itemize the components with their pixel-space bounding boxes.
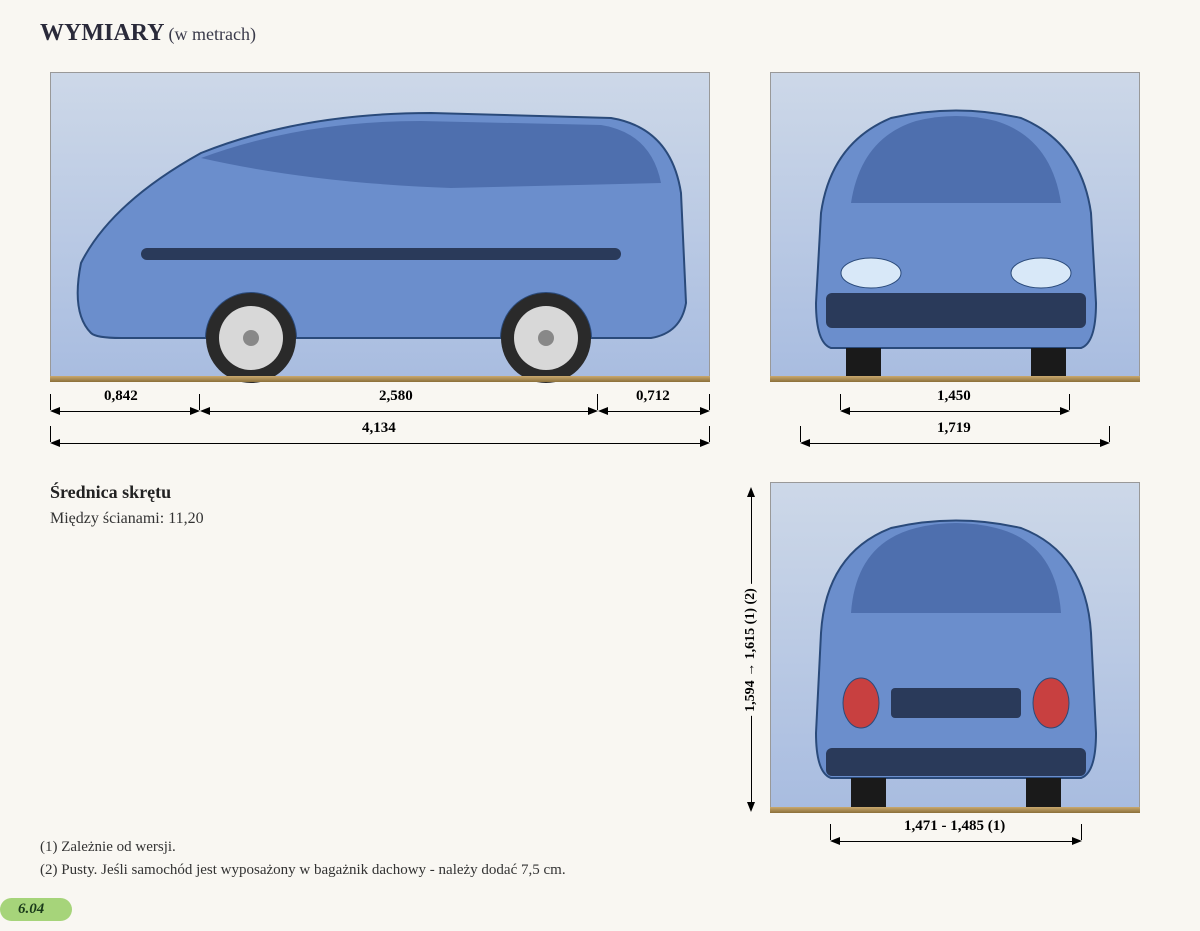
side-view-panel: [50, 72, 710, 382]
car-side-illustration: [51, 73, 711, 383]
front-ground-line: [770, 376, 1140, 382]
label-total-length: 4,134: [358, 420, 400, 437]
side-ground-line: [50, 376, 710, 382]
car-front-illustration: [771, 73, 1141, 383]
footnote-2: (2) Pusty. Jeśli samochód jest wyposażon…: [40, 859, 566, 882]
turning-text: Między ścianami: 11,20: [50, 510, 204, 528]
page-subtitle: (w metrach): [168, 24, 255, 44]
rear-view-panel: [770, 482, 1140, 812]
label-rear-overhang: 0,712: [632, 388, 674, 405]
label-front-track: 1,450: [933, 388, 975, 405]
dim-height: 1,594 → 1,615 (1) (2): [742, 487, 760, 812]
front-view-panel: [770, 72, 1140, 382]
label-height: 1,594 → 1,615 (1) (2): [743, 584, 759, 716]
label-wheelbase: 2,580: [375, 388, 417, 405]
page-number-pill: 6.04: [0, 898, 72, 921]
label-rear-track: 1,471 - 1,485 (1): [900, 818, 1009, 835]
page-title: WYMIARY: [40, 20, 164, 46]
page-title-row: WYMIARY (w metrach): [40, 20, 1160, 47]
label-front-width: 1,719: [933, 420, 975, 437]
label-front-overhang: 0,842: [100, 388, 142, 405]
rear-ground-line: [770, 807, 1140, 813]
diagram-area: 0,842 2,580 0,712 4,134 1,450: [40, 62, 1160, 862]
footnotes: (1) Zależnie od wersji. (2) Pusty. Jeśli…: [40, 836, 566, 881]
turning-heading: Średnica skrętu: [50, 482, 171, 503]
car-rear-illustration: [771, 483, 1141, 813]
footnote-1: (1) Zależnie od wersji.: [40, 836, 566, 859]
